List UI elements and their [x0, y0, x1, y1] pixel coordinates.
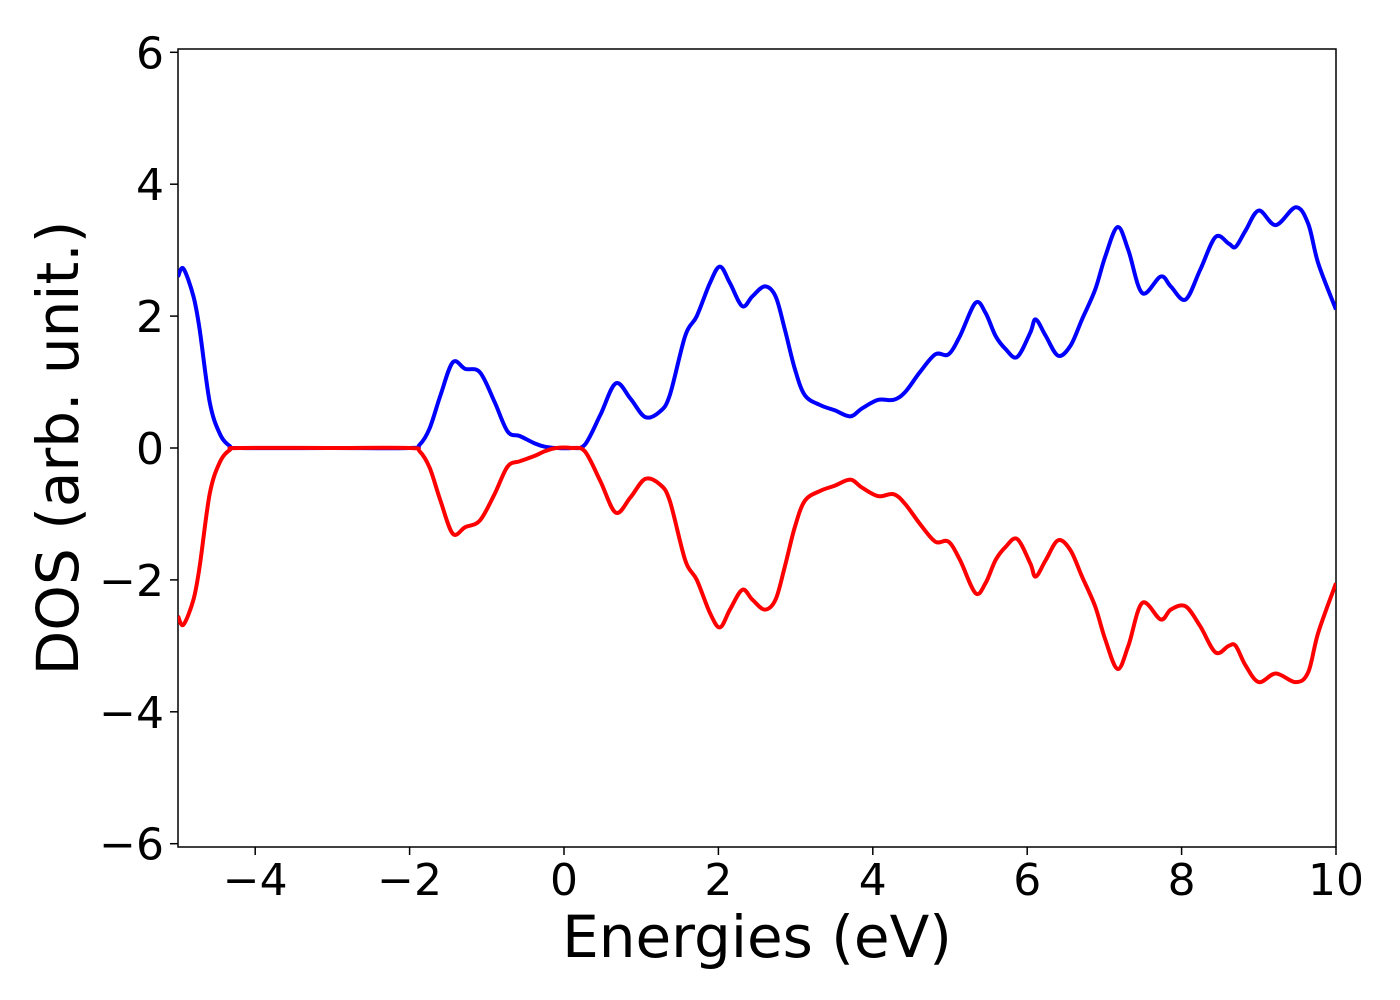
- y-tick-label: 0: [136, 424, 164, 475]
- y-tick-label: −2: [99, 556, 164, 607]
- x-tick-label: −4: [223, 855, 288, 906]
- y-tick-label: 6: [136, 28, 164, 79]
- dos-line: [178, 445, 1336, 685]
- x-tick-label: 0: [550, 855, 578, 906]
- y-tick-label: 4: [136, 160, 164, 211]
- y-tick-label: −4: [99, 688, 164, 739]
- y-tick-label: 2: [136, 292, 164, 343]
- dos-line: [178, 205, 1336, 451]
- x-tick-label: 6: [1013, 855, 1041, 906]
- x-axis-label: Energies (eV): [562, 903, 952, 971]
- x-tick-label: 2: [704, 855, 732, 906]
- x-tick-label: 4: [859, 855, 887, 906]
- y-axis-label: DOS (arb. unit.): [24, 221, 92, 676]
- y-tick-label: −6: [99, 820, 164, 871]
- x-tick-label: −2: [377, 855, 442, 906]
- x-tick-label: 10: [1308, 855, 1364, 906]
- x-tick-label: 8: [1168, 855, 1196, 906]
